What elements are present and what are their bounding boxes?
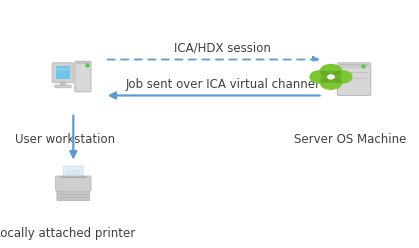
FancyBboxPatch shape xyxy=(64,166,83,183)
Bar xyxy=(56,66,70,79)
FancyBboxPatch shape xyxy=(55,85,71,88)
Text: ICA/HDX session: ICA/HDX session xyxy=(173,41,271,54)
Text: User workstation: User workstation xyxy=(15,133,115,146)
Bar xyxy=(56,68,70,71)
Bar xyxy=(60,81,66,86)
Bar xyxy=(339,64,369,66)
FancyBboxPatch shape xyxy=(337,63,371,95)
Polygon shape xyxy=(331,71,341,83)
Text: Locally attached printer: Locally attached printer xyxy=(0,227,136,240)
Text: Server OS Machine: Server OS Machine xyxy=(294,133,406,146)
Polygon shape xyxy=(321,71,341,77)
FancyBboxPatch shape xyxy=(52,63,74,83)
FancyBboxPatch shape xyxy=(56,176,91,191)
Circle shape xyxy=(325,73,337,80)
Circle shape xyxy=(310,71,331,83)
Circle shape xyxy=(328,75,334,79)
FancyBboxPatch shape xyxy=(57,189,90,201)
Bar xyxy=(60,177,86,178)
Bar xyxy=(76,62,90,64)
Polygon shape xyxy=(321,71,331,83)
Bar xyxy=(59,176,88,177)
FancyBboxPatch shape xyxy=(75,61,91,92)
Circle shape xyxy=(321,64,341,77)
Circle shape xyxy=(331,71,352,83)
Bar xyxy=(66,170,80,181)
Circle shape xyxy=(321,77,341,89)
Text: Job sent over ICA virtual channel: Job sent over ICA virtual channel xyxy=(125,78,319,91)
Polygon shape xyxy=(321,77,341,83)
